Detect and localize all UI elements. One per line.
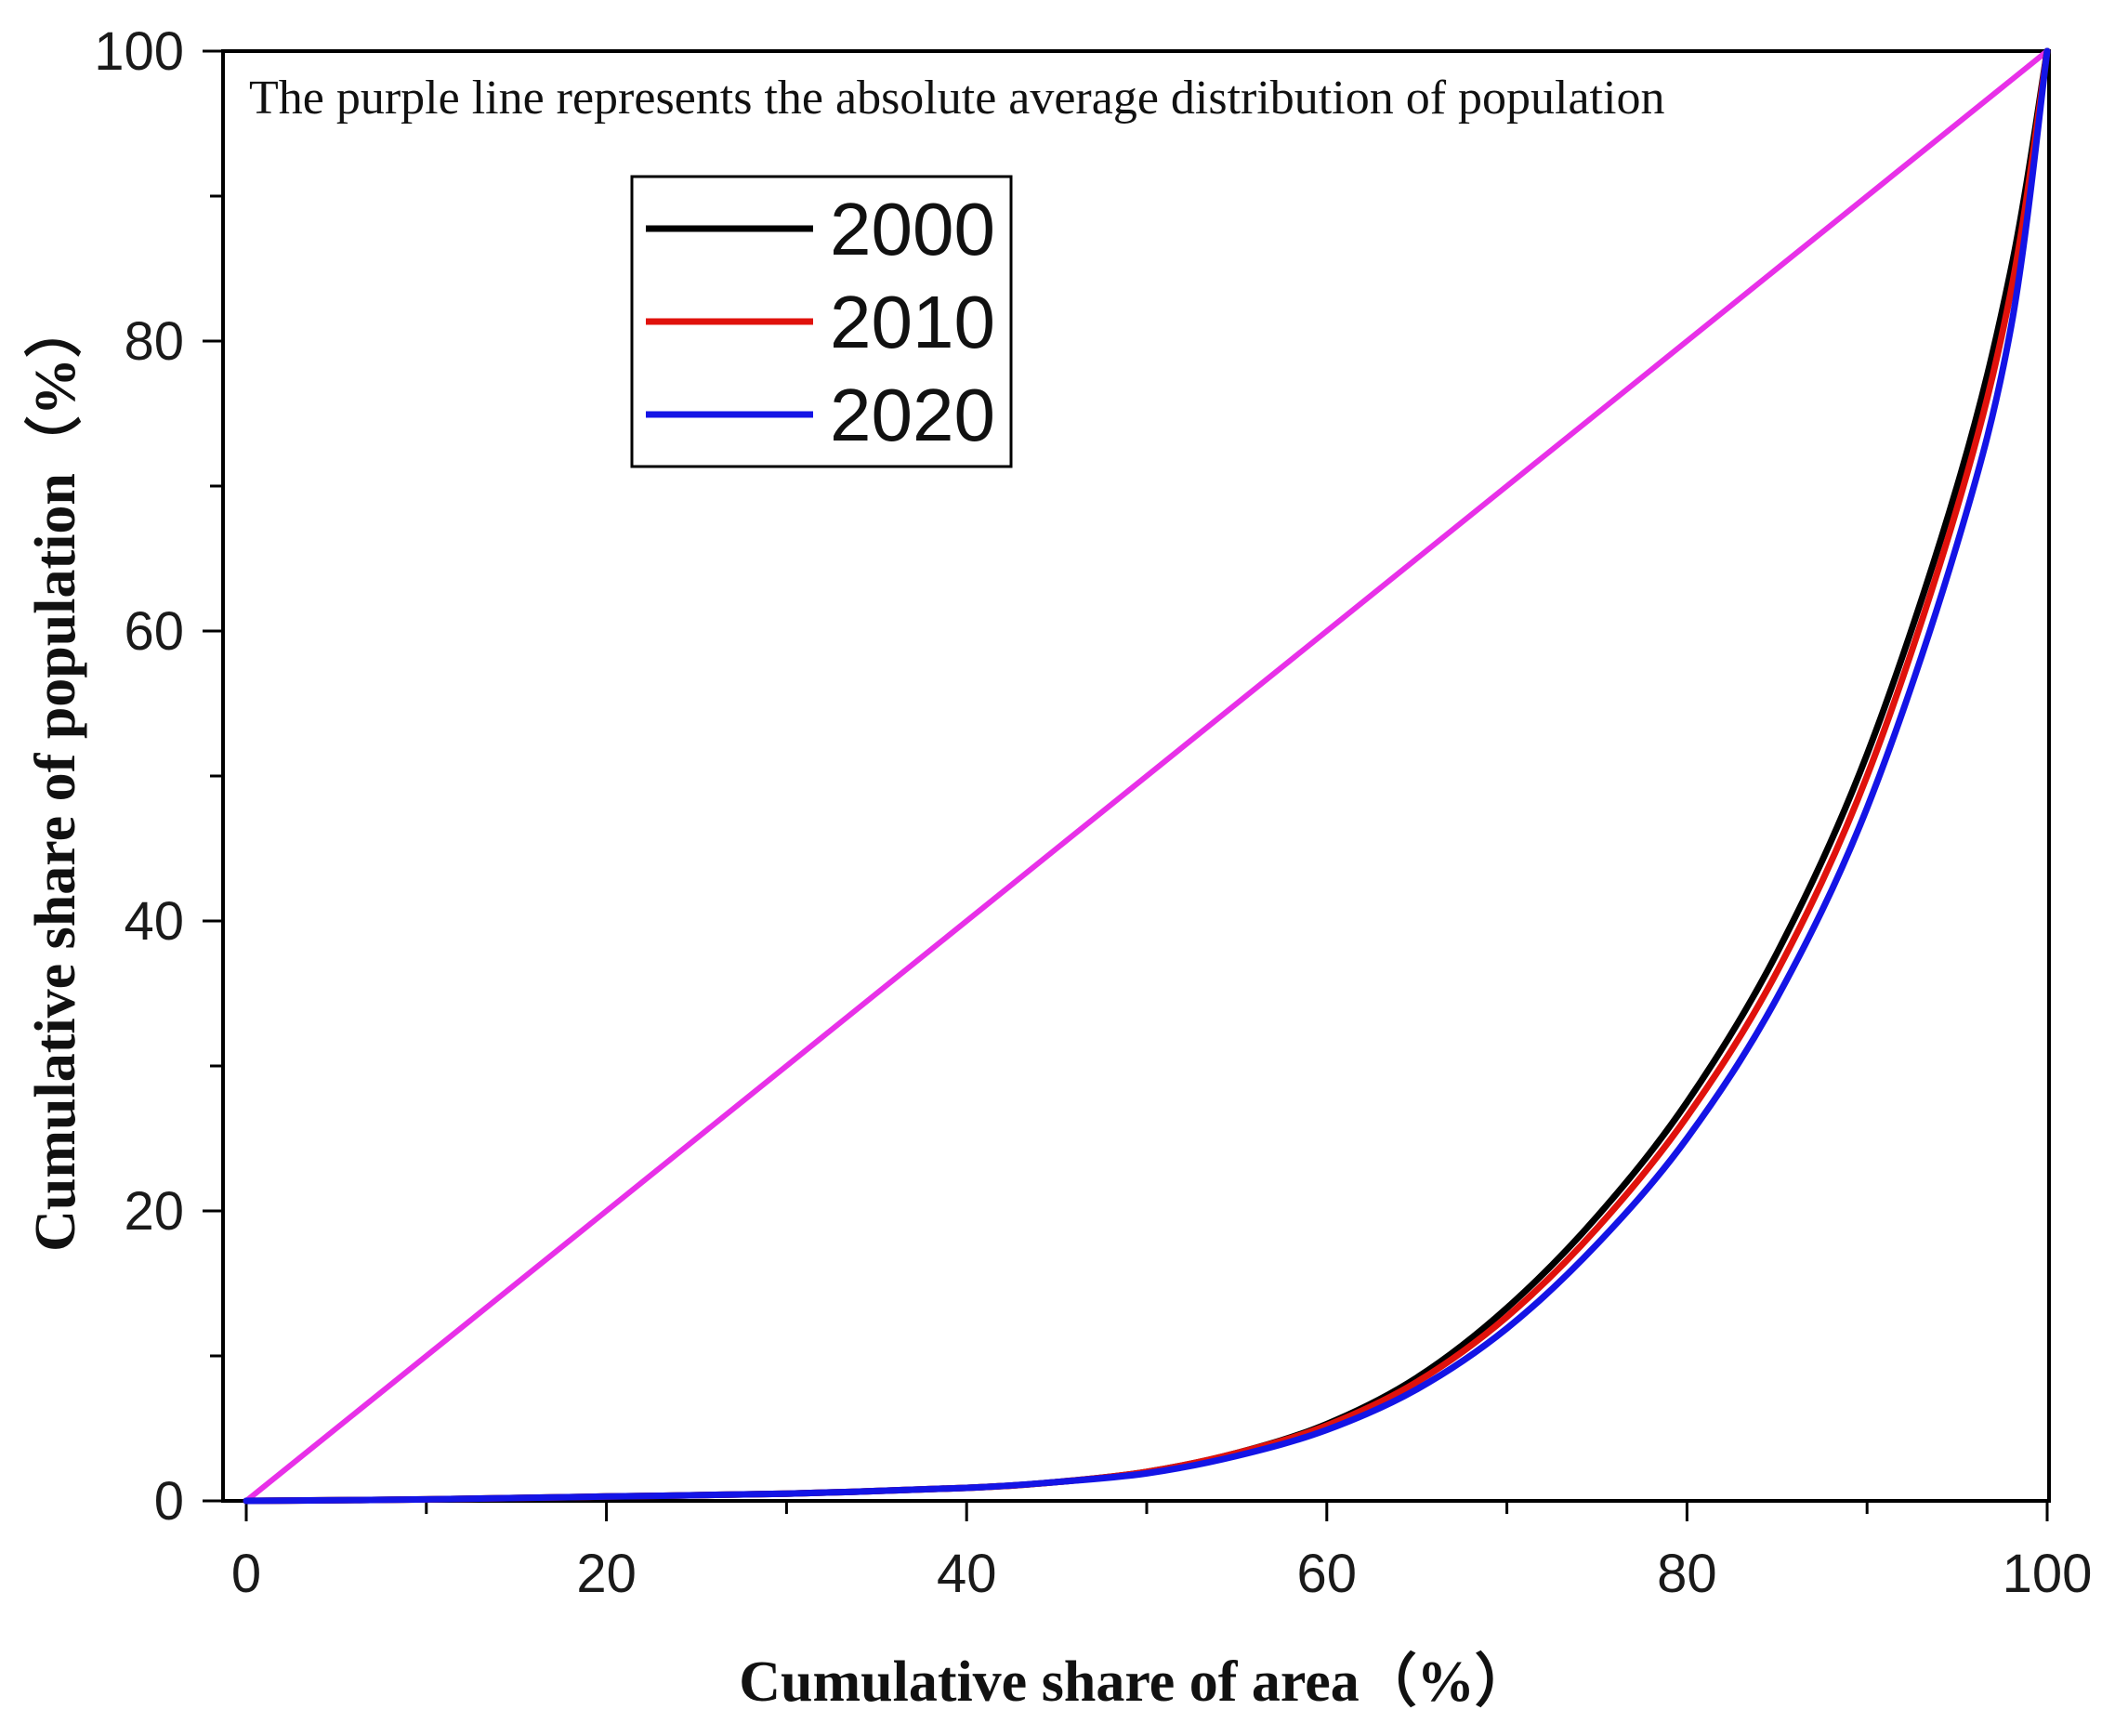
- y-tick-label: 100: [94, 21, 184, 82]
- x-tick-label: 100: [2003, 1544, 2093, 1604]
- x-tick-label: 20: [576, 1544, 637, 1604]
- y-tick-label: 40: [124, 891, 184, 952]
- tick-labels: 0 20 40 60 80 100 0 20 40 60 80 100: [94, 21, 2092, 1604]
- legend-label-2010: 2010: [830, 281, 995, 363]
- y-axis-title: Cumulative share of population（%）: [22, 300, 87, 1252]
- y-tick-label: 0: [154, 1471, 184, 1532]
- x-axis-title: Cumulative share of area（%）: [739, 1649, 1532, 1714]
- y-tick-label: 60: [124, 601, 184, 662]
- reference-line: [244, 48, 2049, 1504]
- y-tick-label: 80: [124, 311, 184, 372]
- annotation-text: The purple line represents the absolute …: [249, 72, 1664, 125]
- legend-label-2000: 2000: [830, 188, 995, 270]
- legend: 2000 2010 2020: [630, 175, 1013, 468]
- legend-label-2020: 2020: [830, 374, 995, 456]
- series-group: [243, 47, 2051, 1505]
- x-tick-label: 0: [231, 1544, 261, 1604]
- legend-items: 2000 2010 2020: [646, 188, 995, 456]
- x-tick-label: 80: [1657, 1544, 1717, 1604]
- x-tick-label: 40: [937, 1544, 997, 1604]
- reference-line-group: [244, 48, 2049, 1504]
- series-line-2020: [243, 47, 2051, 1505]
- y-tick-label: 20: [124, 1181, 184, 1242]
- x-tick-label: 60: [1297, 1544, 1358, 1604]
- axis-ticks: [203, 49, 2049, 1521]
